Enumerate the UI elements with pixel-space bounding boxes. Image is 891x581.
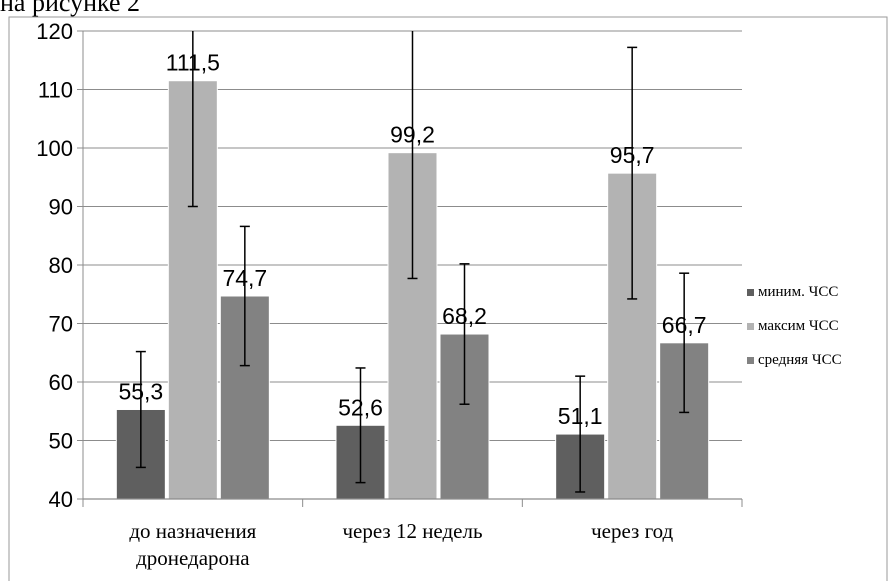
data-labels: 55,3 111,5 74,7 52,6 99,2 68,2 51,1 95,7 66,7 — [118, 50, 706, 429]
legend: миним. ЧСС максим ЧСС средняя ЧСС — [747, 284, 842, 368]
y-tick-label: 120 — [36, 19, 73, 44]
y-tick-label: 50 — [49, 429, 73, 454]
x-category-label: дронедарона — [136, 546, 250, 570]
y-tick-label: 40 — [49, 487, 73, 512]
data-label: 51,1 — [558, 403, 603, 429]
data-label: 55,3 — [118, 378, 163, 404]
y-tick-label: 70 — [49, 312, 73, 337]
legend-swatch — [747, 289, 754, 296]
x-category-label: до назначения — [129, 519, 256, 543]
x-category-label: через 12 недель — [342, 519, 482, 543]
y-tick-label: 100 — [36, 136, 73, 161]
x-category-label: через год — [591, 519, 673, 543]
data-label: 52,6 — [338, 394, 383, 420]
data-label: 99,2 — [390, 122, 435, 148]
data-label: 111,5 — [166, 50, 220, 76]
legend-swatch — [747, 323, 754, 330]
y-axis: 40 50 60 70 80 90 100 110 120 — [36, 19, 84, 512]
data-label: 68,2 — [442, 303, 487, 329]
figure-caption: на рисунке 2 — [0, 0, 141, 17]
chart-frame — [8, 16, 888, 581]
data-label: 74,7 — [222, 265, 267, 291]
legend-label: средняя ЧСС — [758, 352, 842, 368]
data-label: 66,7 — [662, 312, 707, 338]
legend-swatch — [747, 357, 754, 364]
x-axis: до назначения дронедарона через 12 недель ч… — [82, 498, 743, 570]
y-tick-label: 90 — [49, 195, 73, 220]
legend-label: миним. ЧСС — [758, 284, 838, 300]
error-bars — [135, 31, 690, 493]
y-tick-label: 80 — [49, 253, 73, 278]
legend-label: максим ЧСС — [758, 318, 839, 334]
y-tick-label: 110 — [38, 78, 73, 103]
y-tick-label: 60 — [49, 370, 73, 395]
data-label: 95,7 — [610, 142, 655, 168]
